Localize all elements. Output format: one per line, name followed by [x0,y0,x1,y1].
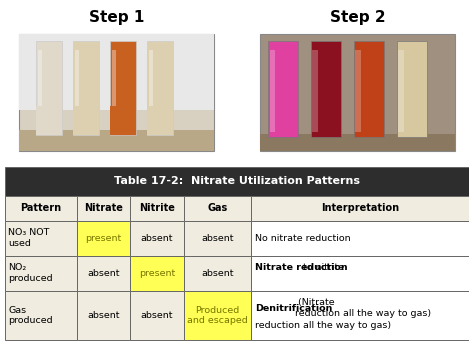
Text: absent: absent [141,234,173,242]
Text: present: present [139,269,175,278]
Bar [77,220,130,256]
Bar [147,40,173,135]
Text: (Nitrate
reduction all the way to gas): (Nitrate reduction all the way to gas) [295,298,431,318]
Bar [251,291,469,340]
Bar [183,291,251,340]
Bar [77,291,130,340]
Bar [18,130,214,151]
Text: absent: absent [201,234,234,242]
Text: reduction all the way to gas): reduction all the way to gas) [255,321,391,330]
Bar [268,40,298,137]
Bar [110,40,136,135]
Bar [251,196,469,220]
Text: Nitrite: Nitrite [139,203,175,213]
Bar [311,40,341,137]
Bar [260,34,456,151]
Text: Denitrification: Denitrification [255,304,332,312]
Text: NO₂
produced: NO₂ produced [9,263,53,283]
Text: No nitrate reduction: No nitrate reduction [255,234,350,242]
Bar [149,50,153,130]
Text: absent: absent [87,269,120,278]
Text: to nitrite: to nitrite [301,263,345,272]
Text: Pattern: Pattern [20,203,61,213]
Bar [5,291,77,340]
Bar [5,196,77,220]
Bar [270,50,275,132]
Bar [130,196,183,220]
Bar [74,50,79,130]
Bar [36,40,62,135]
Text: absent: absent [201,269,234,278]
Text: Produced
and escaped: Produced and escaped [187,306,247,325]
Bar [37,50,42,130]
Bar [5,256,77,291]
Text: Nitrate reduction: Nitrate reduction [255,263,347,272]
Bar [77,196,130,220]
Text: absent: absent [87,311,120,320]
Bar [73,40,99,135]
Text: NO₃ NOT
used: NO₃ NOT used [9,228,50,248]
Bar [251,220,469,256]
Text: Step 2: Step 2 [330,10,385,25]
Bar [183,256,251,291]
Text: Gas: Gas [207,203,228,213]
Text: absent: absent [141,311,173,320]
Text: Step 1: Step 1 [89,10,144,25]
Bar [354,40,384,137]
Bar [112,50,116,130]
Bar [77,256,130,291]
Bar [356,50,361,132]
Bar [5,220,77,256]
Bar [183,196,251,220]
Bar [18,34,214,110]
Bar [5,167,469,196]
Text: Interpretation: Interpretation [321,203,399,213]
Text: Gas
produced: Gas produced [9,306,53,325]
Bar [36,106,62,135]
Bar [260,133,456,151]
Bar [110,106,136,135]
Bar [398,50,404,132]
Bar [147,106,173,135]
Text: Table 17-2:  Nitrate Utilization Patterns: Table 17-2: Nitrate Utilization Patterns [114,176,360,186]
Bar [130,256,183,291]
Bar [183,220,251,256]
Bar [130,291,183,340]
Text: present: present [85,234,121,242]
Text: Nitrate: Nitrate [84,203,123,213]
Bar [312,50,318,132]
Bar [73,106,99,135]
Bar [130,220,183,256]
Bar [397,40,427,137]
Bar [251,256,469,291]
Bar [18,34,214,151]
